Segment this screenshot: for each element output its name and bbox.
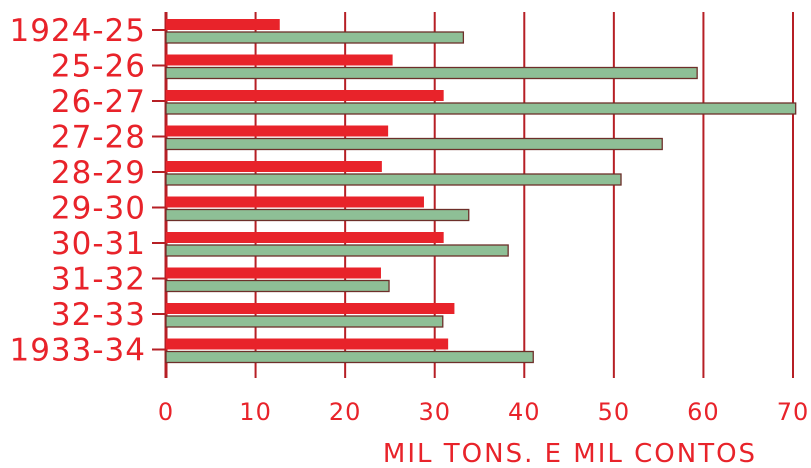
bar-series-2-4 <box>165 173 622 186</box>
bar-series-1-1 <box>166 54 393 66</box>
category-label: 1933-34 <box>9 333 146 369</box>
x-axis-title: MIL TONS. E MIL CONTOS <box>383 439 757 468</box>
category-label: 25-26 <box>51 49 146 85</box>
x-tick-label: 0 <box>158 398 174 426</box>
bar-series-2-7 <box>165 279 390 293</box>
x-tick-label: 20 <box>329 398 362 426</box>
bar-series-1-2 <box>166 90 444 101</box>
bar-series-2-3 <box>165 137 663 151</box>
x-tick-label: 50 <box>598 398 631 426</box>
category-label: 26-27 <box>51 84 146 120</box>
bar-series-1-5 <box>166 196 424 208</box>
bar-series-1-4 <box>166 161 382 172</box>
bar-series-2-1 <box>165 66 698 80</box>
bar-series-1-7 <box>166 267 381 279</box>
category-label: 29-30 <box>51 191 146 227</box>
x-tick-labels: 0 10 20 30 40 50 60 70 <box>158 398 810 426</box>
bar-series-2-6 <box>165 244 509 257</box>
bar-series-2-2 <box>165 102 797 115</box>
bar-series-2-5 <box>165 208 470 222</box>
x-tick-label: 10 <box>239 398 272 426</box>
x-tick-label: 30 <box>418 398 451 426</box>
category-label: 28-29 <box>51 155 146 191</box>
bar-series-1-0 <box>166 19 280 30</box>
category-labels: 1924-2525-2626-2727-2828-2929-3030-3131-… <box>9 13 146 369</box>
bar-series-1-9 <box>166 338 449 350</box>
category-label: 1924-25 <box>9 13 146 49</box>
bar-series-2-9 <box>165 350 534 364</box>
category-label: 27-28 <box>51 120 146 156</box>
bar-series-1-6 <box>166 232 444 243</box>
category-label: 30-31 <box>51 226 146 262</box>
bar-series-1-3 <box>166 125 389 137</box>
category-label: 32-33 <box>51 297 146 333</box>
bar-layer <box>152 19 797 364</box>
category-label: 31-32 <box>51 262 146 298</box>
x-tick-label: 70 <box>777 398 810 426</box>
x-tick-label: 60 <box>687 398 720 426</box>
bar-series-1-8 <box>166 303 455 314</box>
bar-series-2-8 <box>165 315 444 328</box>
x-tick-label: 40 <box>508 398 541 426</box>
bar-series-2-0 <box>165 31 465 44</box>
